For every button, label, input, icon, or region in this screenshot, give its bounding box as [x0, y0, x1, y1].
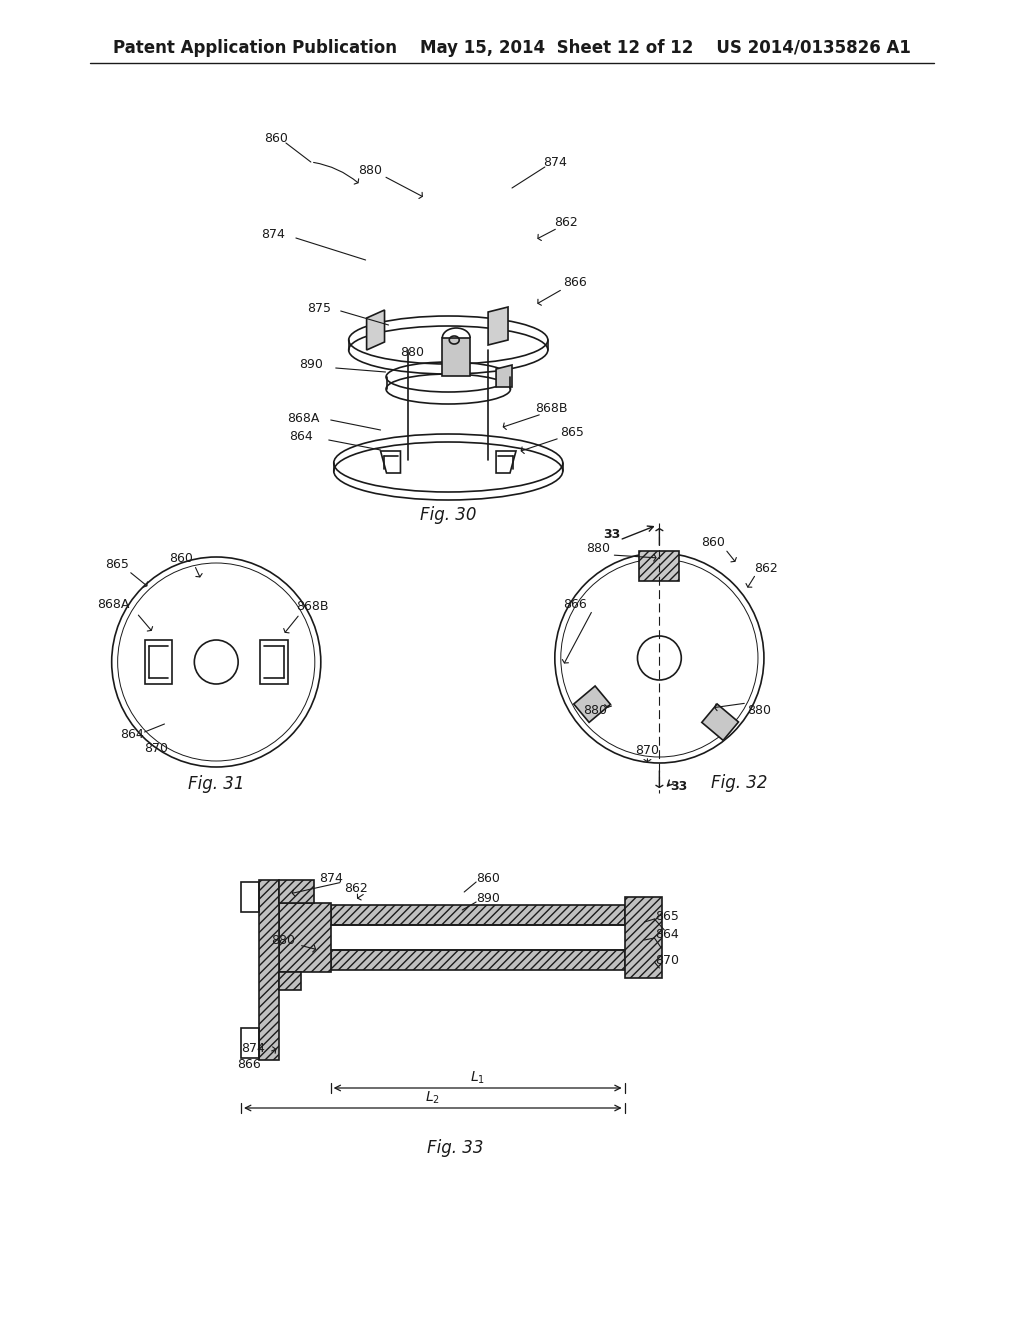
Bar: [260, 640, 288, 684]
Text: 880: 880: [583, 704, 606, 717]
Text: 866: 866: [563, 276, 587, 289]
Text: 874: 874: [318, 871, 343, 884]
Polygon shape: [488, 308, 508, 345]
Text: 866: 866: [563, 598, 587, 611]
Bar: [573, 686, 610, 722]
Text: 865: 865: [104, 558, 129, 572]
Text: 874: 874: [543, 157, 566, 169]
Polygon shape: [496, 366, 512, 387]
Text: 874: 874: [261, 228, 285, 242]
Text: 865: 865: [560, 425, 584, 438]
Text: 33: 33: [603, 528, 621, 541]
Text: 860: 860: [169, 552, 194, 565]
Text: 860: 860: [476, 871, 500, 884]
Text: 866: 866: [238, 1059, 261, 1072]
Text: 864: 864: [655, 928, 679, 941]
Bar: [442, 338, 470, 376]
Text: 864: 864: [120, 729, 143, 742]
Bar: [331, 950, 625, 970]
Bar: [279, 903, 331, 972]
Text: 33: 33: [671, 780, 688, 792]
Bar: [144, 640, 172, 684]
Bar: [279, 880, 313, 903]
Text: Fig. 31: Fig. 31: [188, 775, 245, 793]
Bar: [701, 704, 738, 741]
Text: 890: 890: [476, 891, 500, 904]
Text: Fig. 32: Fig. 32: [711, 774, 767, 792]
Text: Patent Application Publication    May 15, 2014  Sheet 12 of 12    US 2014/013582: Patent Application Publication May 15, 2…: [113, 40, 911, 57]
Text: $L_1$: $L_1$: [470, 1069, 484, 1086]
Bar: [259, 880, 279, 1060]
Bar: [279, 972, 301, 990]
Text: Fig. 30: Fig. 30: [420, 506, 476, 524]
Text: 862: 862: [754, 561, 778, 574]
Text: 890: 890: [299, 359, 323, 371]
Text: 870: 870: [655, 953, 679, 966]
Text: 868A: 868A: [287, 412, 319, 425]
Text: 874: 874: [241, 1041, 265, 1055]
Bar: [625, 898, 663, 978]
Text: 865: 865: [655, 909, 679, 923]
Text: 880: 880: [746, 704, 771, 717]
Text: 868B: 868B: [536, 401, 568, 414]
Text: 880: 880: [271, 933, 295, 946]
Text: Fig. 33: Fig. 33: [427, 1139, 483, 1158]
Polygon shape: [367, 310, 385, 350]
Text: 880: 880: [586, 541, 609, 554]
Text: 870: 870: [636, 743, 659, 756]
Text: 870: 870: [144, 742, 169, 755]
Text: $L_2$: $L_2$: [425, 1090, 440, 1106]
Text: 868A: 868A: [97, 598, 130, 611]
Text: 862: 862: [554, 215, 578, 228]
Text: 880: 880: [358, 164, 383, 177]
Bar: [639, 550, 679, 581]
Text: 875: 875: [307, 301, 331, 314]
Text: 862: 862: [344, 882, 368, 895]
Text: 860: 860: [701, 536, 725, 549]
Text: 864: 864: [289, 430, 312, 444]
Bar: [331, 906, 625, 925]
Text: 860: 860: [264, 132, 288, 144]
Text: 880: 880: [400, 346, 424, 359]
Text: 868B: 868B: [297, 601, 329, 614]
